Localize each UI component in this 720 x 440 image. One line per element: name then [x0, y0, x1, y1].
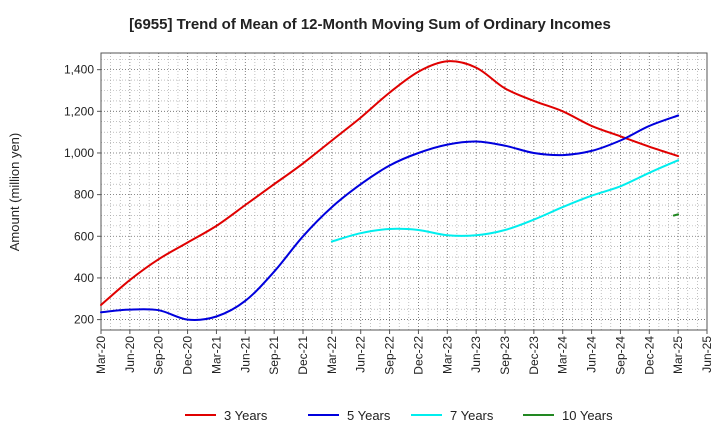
y-tick-label: 800: [74, 188, 94, 202]
x-tick-label: Mar-21: [209, 336, 223, 374]
x-tick-label: Dec-21: [296, 336, 310, 375]
legend-label-10-years: 10 Years: [562, 408, 613, 423]
x-tick-label: Sep-21: [267, 336, 281, 375]
x-tick-label: Sep-24: [613, 336, 627, 375]
series-line-10-years: [672, 213, 680, 217]
legend-label-7-years: 7 Years: [450, 408, 494, 423]
y-tick-label: 1,200: [64, 104, 94, 118]
y-tick-label: 600: [74, 229, 94, 243]
series-line-7-years: [330, 159, 680, 243]
x-tick-label: Mar-22: [325, 336, 339, 374]
x-tick-label: Mar-23: [440, 336, 454, 374]
y-tick-label: 1,000: [64, 146, 94, 160]
legend: 3 Years 5 Years 7 Years 10 Years: [185, 408, 613, 423]
plot-area: [100, 52, 708, 331]
x-tick-label: Dec-23: [527, 336, 541, 375]
y-tick-label: 1,400: [64, 63, 94, 77]
y-tick-label: 400: [74, 271, 94, 285]
y-axis: 200 400 600 800 1,000 1,200 1,400: [64, 63, 101, 327]
x-tick-label: Dec-22: [411, 336, 425, 375]
x-tick-label: Sep-22: [383, 336, 397, 375]
x-tick-label: Mar-25: [671, 336, 685, 374]
x-axis: Mar-20 Jun-20 Sep-20 Dec-20 Mar-21 Jun-21 Sep-…: [94, 330, 714, 375]
legend-label-3-years: 3 Years: [224, 408, 268, 423]
x-tick-label: Sep-20: [152, 336, 166, 375]
legend-label-5-years: 5 Years: [347, 408, 391, 423]
x-tick-label: Sep-23: [498, 336, 512, 375]
x-tick-label: Jun-21: [238, 336, 252, 373]
x-tick-label: Dec-20: [181, 336, 195, 375]
x-tick-label: Jun-25: [700, 336, 714, 373]
x-tick-label: Mar-20: [94, 336, 108, 374]
series-lines: [100, 60, 680, 321]
x-tick-label: Jun-24: [585, 336, 599, 373]
y-tick-label: 200: [74, 313, 94, 327]
x-tick-label: Jun-23: [469, 336, 483, 373]
y-axis-label: Amount (million yen): [7, 133, 22, 252]
x-tick-label: Jun-20: [123, 336, 137, 373]
x-tick-label: Jun-22: [354, 336, 368, 373]
x-tick-label: Dec-24: [642, 336, 656, 375]
series-line-3-years: [100, 60, 680, 306]
grid: [100, 53, 708, 331]
chart-title: [6955] Trend of Mean of 12-Month Moving …: [129, 16, 611, 33]
series-line-5-years: [100, 114, 680, 321]
x-tick-label: Mar-24: [556, 336, 570, 374]
